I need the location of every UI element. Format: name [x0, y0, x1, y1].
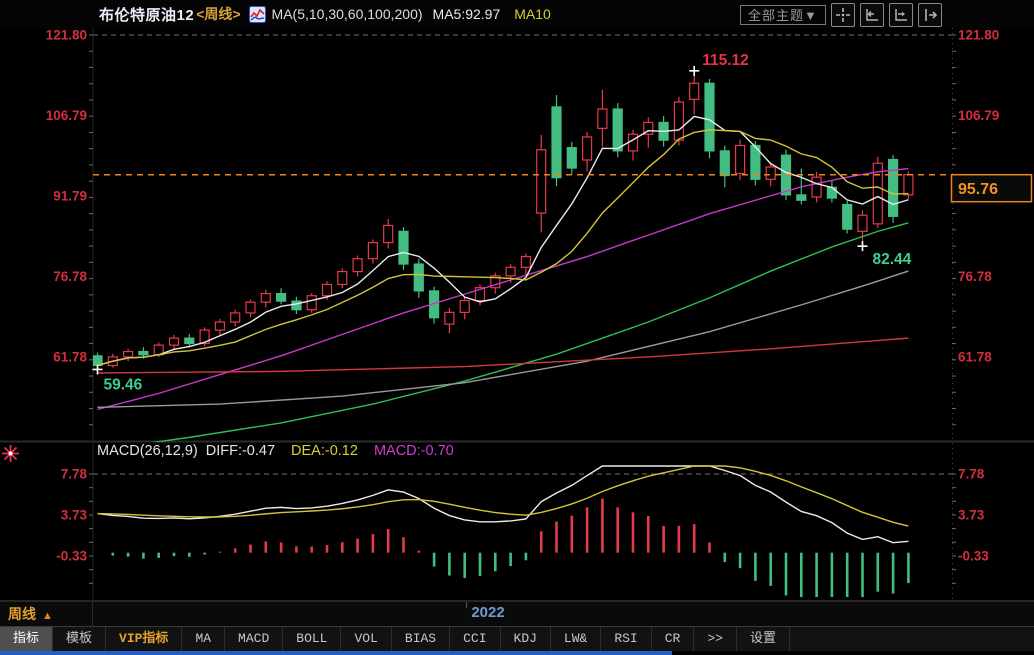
- toolbar-tab-CR[interactable]: CR: [652, 627, 695, 651]
- macd-dea-value: DEA:-0.12: [291, 443, 358, 459]
- ma-overlay-lines: [97, 167, 909, 442]
- svg-text:-0.33: -0.33: [56, 549, 87, 564]
- kline-chart-icon[interactable]: [248, 5, 266, 23]
- indicator-toolbar: 指标 模板 VIP指标 MA MACD BOLL VOL BIAS CCI KDJ LW& RSI CR…: [0, 626, 1034, 651]
- bottom-accent-bar: [0, 651, 672, 655]
- axis-labels: 121.80121.80106.79106.7991.7991.7976.787…: [46, 28, 1000, 564]
- zoom-in-axis-icon[interactable]: [888, 3, 913, 27]
- year-tick-mark: [466, 602, 467, 608]
- svg-text:121.80: 121.80: [958, 28, 999, 43]
- period-label: 周线: [8, 606, 36, 622]
- ma-settings-label[interactable]: MA(5,10,30,60,100,200): [271, 6, 423, 22]
- toolbar-tab-CCI[interactable]: CCI: [450, 627, 501, 651]
- macd-diff-value: DIFF:-0.47: [205, 443, 276, 459]
- svg-text:3.73: 3.73: [61, 507, 88, 522]
- current-price-box: 95.76: [950, 173, 1033, 203]
- svg-text:121.80: 121.80: [46, 28, 87, 43]
- collapse-panel-icon[interactable]: [917, 3, 942, 27]
- toolbar-tab->>[interactable]: >>: [694, 627, 737, 651]
- svg-text:7.78: 7.78: [61, 466, 88, 481]
- annotations-layer: 115.12 82.44 59.46: [92, 52, 912, 393]
- toolbar-tab-RSI[interactable]: RSI: [601, 627, 652, 651]
- x-axis-year-label: 2022: [471, 604, 505, 621]
- period-tag: <周线>: [196, 6, 241, 22]
- svg-text:95.76: 95.76: [958, 181, 998, 198]
- statusbar: 周线 ▲ 2022: [0, 600, 1034, 626]
- ma10-value-label: MA10: [514, 6, 551, 22]
- macd-dea-line: [97, 465, 909, 527]
- triangle-up-icon: ▲: [42, 610, 53, 622]
- svg-text:61.78: 61.78: [958, 350, 992, 365]
- svg-text:106.79: 106.79: [46, 108, 87, 123]
- symbol-title: 布伦特原油12: [99, 6, 195, 24]
- toolbar-tab-BIAS[interactable]: BIAS: [392, 627, 451, 651]
- zoom-out-axis-icon[interactable]: [859, 3, 884, 27]
- topbar: 布伦特原油12 <周线> MA(5,10,30,60,100,200) MA5:…: [0, 0, 1034, 28]
- toolbar-tab-VIP指标[interactable]: VIP指标: [106, 627, 183, 651]
- macd-header: MACD(26,12,9) DIFF:-0.47 DEA:-0.12 MACD:…: [97, 443, 454, 459]
- macd-macd-value: MACD:-0.70: [373, 443, 454, 459]
- alert-star-icon[interactable]: [1, 444, 20, 463]
- ma-line-MA30: [97, 167, 909, 411]
- pan-tool-icon[interactable]: [830, 3, 855, 27]
- svg-text:7.78: 7.78: [958, 466, 985, 481]
- ma-line-MA60: [151, 222, 909, 442]
- toolbar-tab-MA[interactable]: MA: [182, 627, 226, 651]
- svg-text:-0.33: -0.33: [958, 549, 989, 564]
- toolbar-tab-BOLL[interactable]: BOLL: [283, 627, 342, 651]
- svg-text:91.79: 91.79: [53, 189, 87, 204]
- toolbar-tab-KDJ[interactable]: KDJ: [501, 627, 551, 651]
- macd-diff-line: [97, 465, 909, 544]
- toolbar-tab-指标[interactable]: 指标: [0, 627, 54, 651]
- macd-layer: [97, 465, 910, 597]
- topbar-right-tools: 全部主题▼: [740, 3, 942, 27]
- themes-dropdown[interactable]: 全部主题▼: [740, 5, 826, 25]
- ma-line-MA200: [97, 337, 909, 374]
- ma-line-MA100: [97, 270, 909, 409]
- svg-text:82.44: 82.44: [873, 251, 912, 268]
- ma5-line: [97, 115, 909, 367]
- macd-params-label[interactable]: MACD(26,12,9): [97, 443, 198, 459]
- toolbar-tab-MACD[interactable]: MACD: [225, 627, 284, 651]
- toolbar-tab-模板[interactable]: 模板: [53, 627, 107, 651]
- svg-text:3.73: 3.73: [958, 507, 985, 522]
- toolbar-tab-设置[interactable]: 设置: [737, 627, 790, 651]
- period-selector[interactable]: 周线 ▲: [0, 602, 93, 626]
- svg-text:76.78: 76.78: [958, 269, 992, 284]
- svg-text:59.46: 59.46: [104, 376, 143, 393]
- ma10-line: [97, 129, 909, 367]
- toolbar-tab-LW&[interactable]: LW&: [551, 627, 602, 651]
- ma5-value-label: MA5:92.97: [432, 6, 501, 22]
- candlestick-layer: [93, 70, 914, 370]
- svg-text:106.79: 106.79: [958, 108, 999, 123]
- axes-layer: [0, 28, 1034, 599]
- svg-text:61.78: 61.78: [53, 350, 87, 365]
- toolbar-tab-VOL[interactable]: VOL: [341, 627, 392, 651]
- svg-text:115.12: 115.12: [702, 52, 749, 69]
- svg-text:76.78: 76.78: [53, 269, 87, 284]
